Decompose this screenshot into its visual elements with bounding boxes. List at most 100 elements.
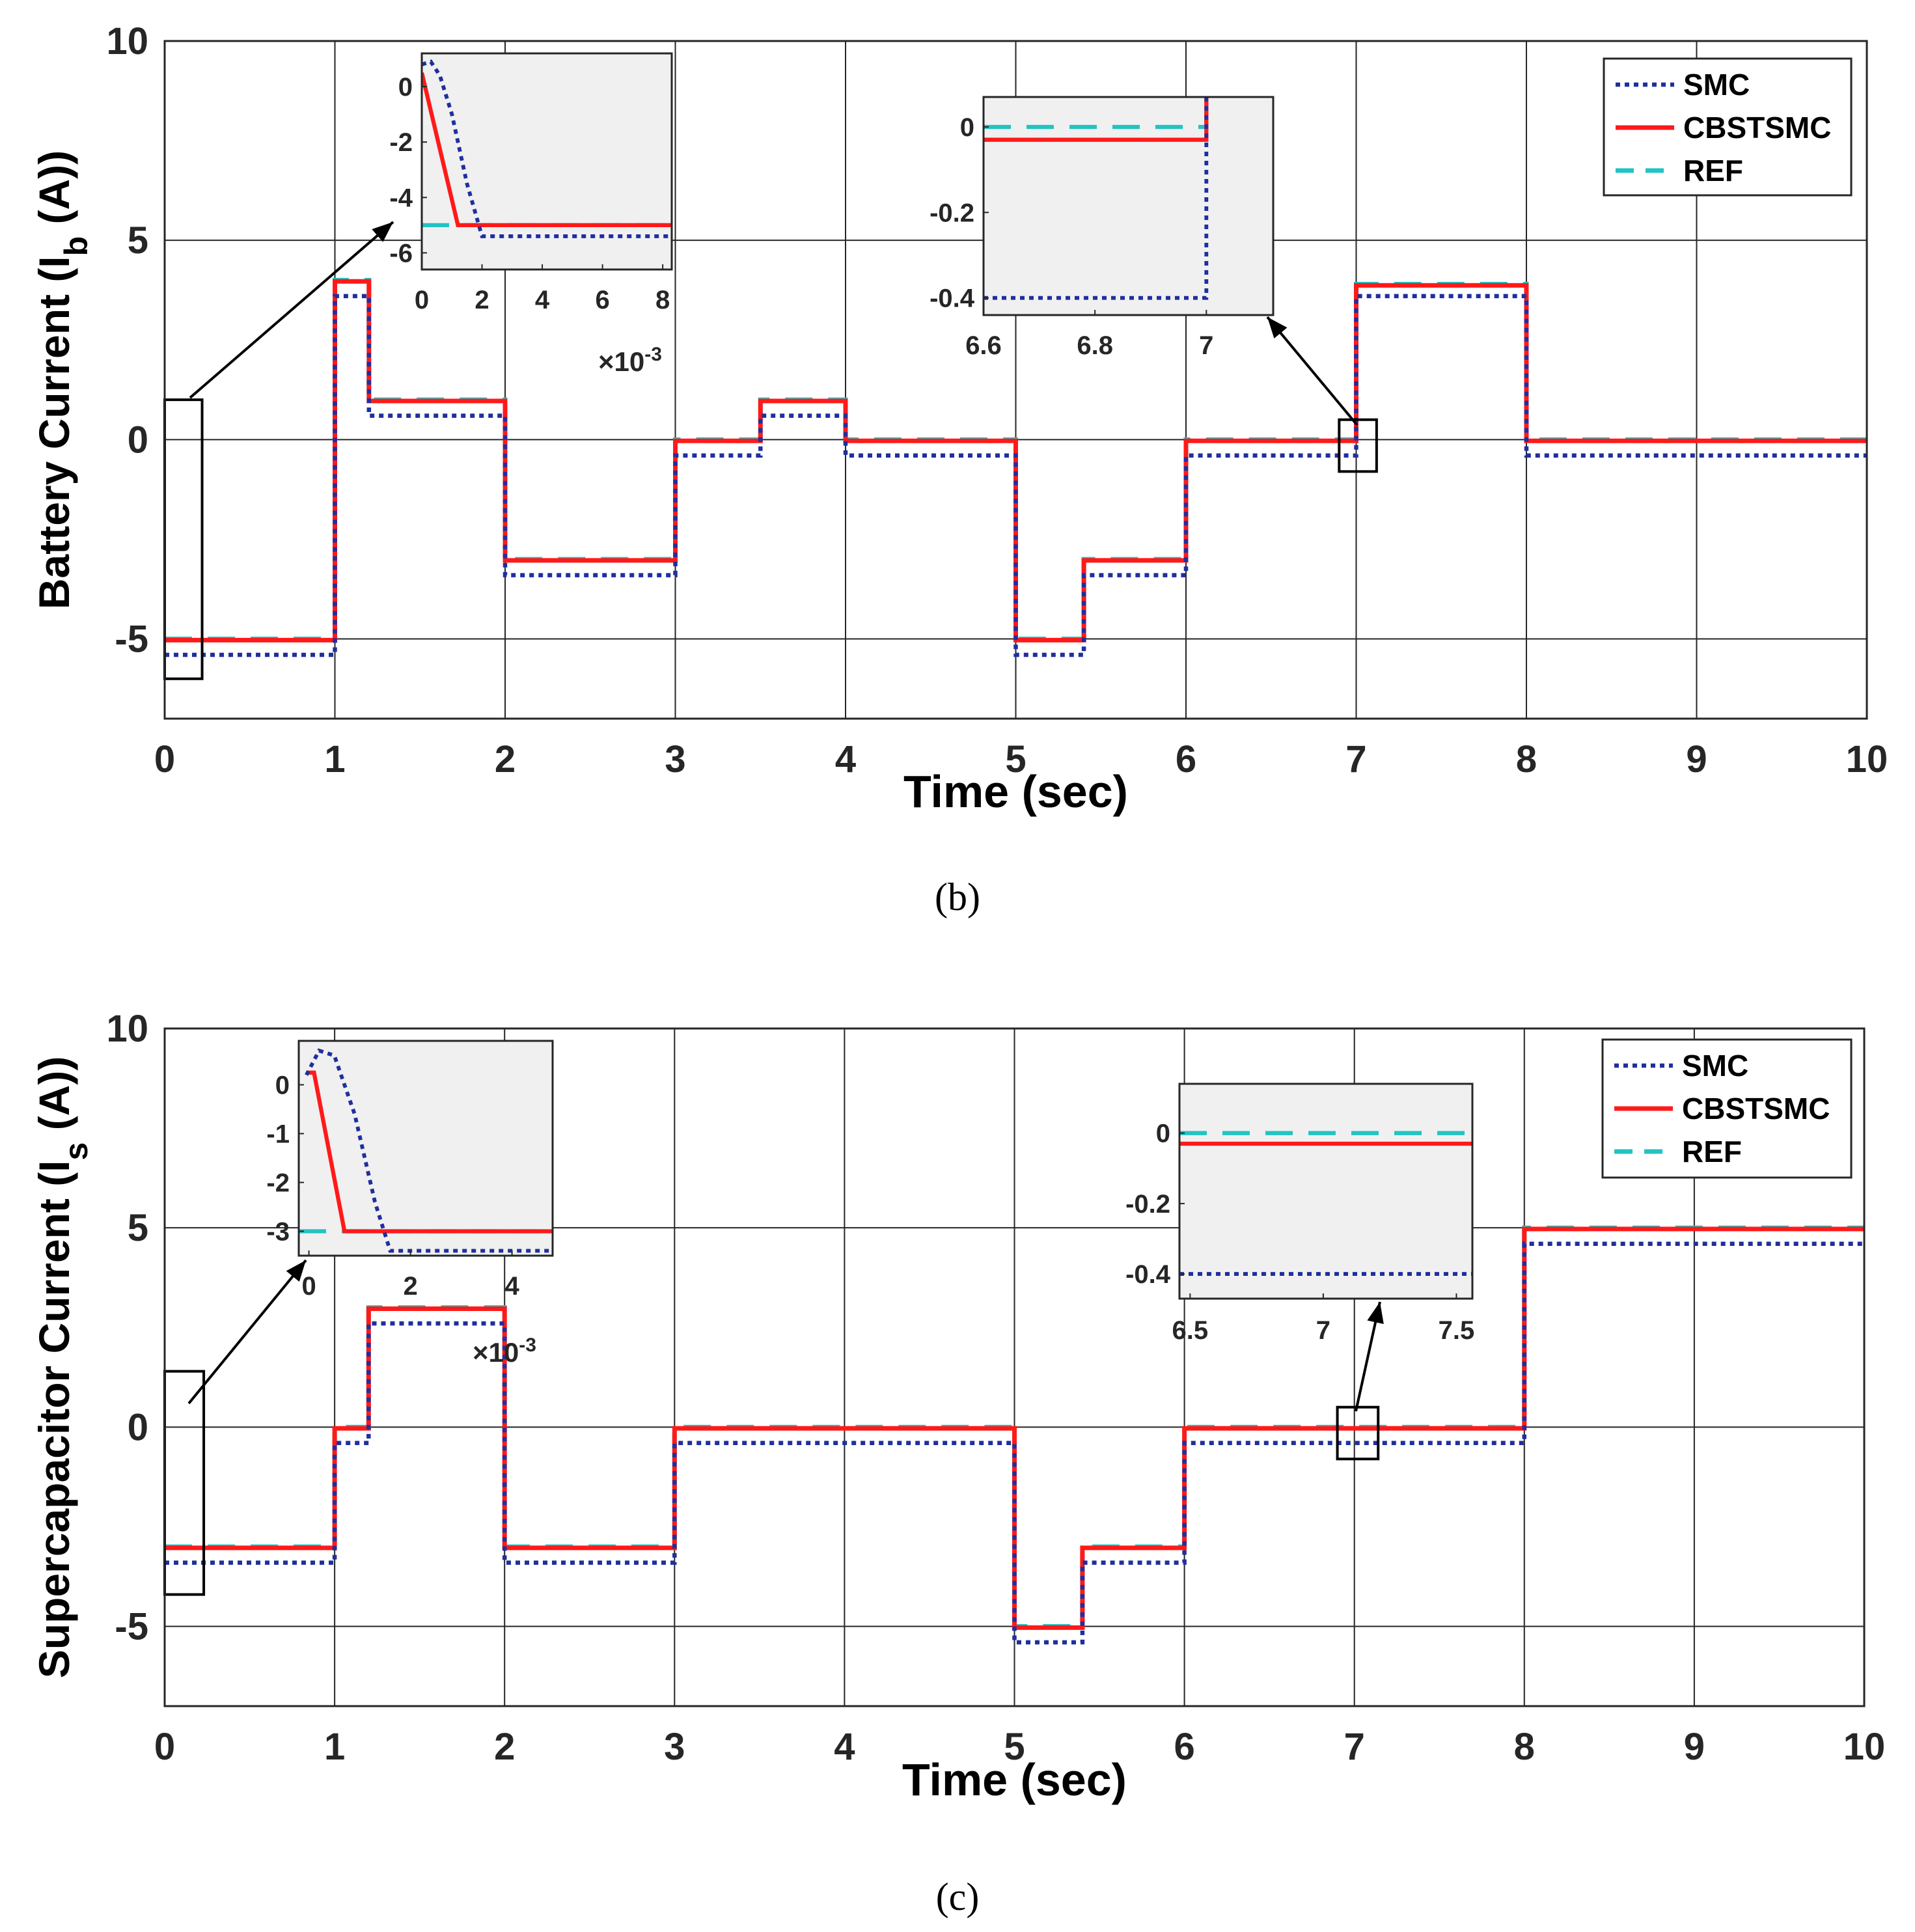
inset-y-tick-label: -2 bbox=[389, 128, 413, 157]
plot-frame bbox=[163, 40, 1868, 720]
x-tick-label: 10 bbox=[1843, 1726, 1886, 1768]
inset-background bbox=[1179, 1084, 1472, 1299]
zoom-arrow-line bbox=[187, 1259, 307, 1405]
zoom-arrow-head bbox=[1367, 1302, 1384, 1325]
chart-b: 0 1 2 3 4 5 6 7 8 9 10 10 5 0 -5 Time (sec) Battery Curr… bbox=[30, 20, 1888, 817]
x-tick-label: 3 bbox=[665, 738, 685, 780]
x-tick-label: 2 bbox=[494, 1726, 515, 1768]
inset-series-cbstsmc bbox=[306, 1070, 553, 1234]
legend-label-ref: REF bbox=[1682, 1135, 1742, 1168]
x-axis-label: Time (sec) bbox=[903, 766, 1128, 817]
main-series-cbstsmc bbox=[165, 1226, 1864, 1630]
inset-x-tick-label: 6.8 bbox=[1077, 331, 1113, 360]
inset-y-tick-label: -3 bbox=[266, 1218, 290, 1247]
inset-multiplier: ×10-3 bbox=[473, 1334, 536, 1368]
inset-series-smc bbox=[422, 59, 672, 238]
x-axis-label: Time (sec) bbox=[902, 1754, 1127, 1805]
plot-frame bbox=[163, 1027, 1866, 1707]
inset-x-tick-label: 7 bbox=[1316, 1316, 1330, 1345]
inset-series-smc bbox=[984, 97, 1209, 300]
zoom-arrow-head bbox=[286, 1260, 306, 1282]
inset-multiplier: ×10-3 bbox=[598, 344, 662, 378]
y-tick-label: 10 bbox=[106, 20, 148, 62]
inset-x-tick-label: 6.5 bbox=[1172, 1316, 1209, 1345]
inset-series-group bbox=[422, 59, 672, 238]
inset-x-tick-label: 4 bbox=[504, 1272, 519, 1301]
legend-box bbox=[1603, 57, 1853, 197]
zoom-arrow-line bbox=[189, 221, 394, 399]
x-tick-label: 8 bbox=[1516, 738, 1537, 780]
y-tick-label: 10 bbox=[106, 1008, 148, 1050]
x-tick-label: 9 bbox=[1686, 738, 1707, 780]
inset-x-tick-label: 7 bbox=[1199, 331, 1213, 360]
x-tick-label: 5 bbox=[1005, 738, 1026, 780]
inset-y-tick-label: -0.4 bbox=[1125, 1260, 1171, 1289]
inset-c-2: 6.5 7 7.5 0 -0.2 -0.4 bbox=[1125, 1083, 1475, 1345]
inset-b-1: 0 2 4 6 8 0 -2 -4 -6 ×10-3 bbox=[389, 52, 673, 378]
inset-background bbox=[984, 97, 1273, 315]
zoom-arrow-head bbox=[372, 222, 393, 242]
inset-y-tick-label: -2 bbox=[266, 1169, 290, 1198]
legend-label-smc: SMC bbox=[1683, 68, 1750, 102]
y-tick-label: 5 bbox=[128, 1207, 148, 1249]
legend-label-cbstsmc: CBSTSMC bbox=[1682, 1092, 1830, 1125]
x-tick-label: 7 bbox=[1344, 1726, 1365, 1768]
y-tick-label: 0 bbox=[128, 1406, 148, 1448]
inset-b-2: 6.6 6.8 7 0 -0.2 -0.4 bbox=[930, 96, 1274, 360]
inset-y-tick-label: 0 bbox=[1156, 1120, 1170, 1148]
x-tick-label: 7 bbox=[1345, 738, 1366, 780]
x-tick-label: 0 bbox=[154, 1726, 175, 1768]
x-tick-label: 6 bbox=[1176, 738, 1196, 780]
inset-y-tick-label: 0 bbox=[398, 73, 413, 102]
caption-b: (b) bbox=[935, 876, 980, 918]
legend-label-ref: REF bbox=[1683, 154, 1743, 187]
inset-y-tick-label: -0.4 bbox=[930, 284, 975, 313]
inset-series-group bbox=[299, 1048, 553, 1253]
x-tick-label: 9 bbox=[1684, 1726, 1705, 1768]
y-tick-label: -5 bbox=[115, 618, 148, 661]
x-tick-label: 1 bbox=[324, 738, 345, 780]
inset-y-tick-label: -0.2 bbox=[930, 199, 974, 227]
x-tick-label: 10 bbox=[1846, 738, 1888, 780]
y-tick-label: -5 bbox=[115, 1606, 148, 1648]
inset-x-tick-label: 6 bbox=[595, 286, 609, 314]
legend-label-smc: SMC bbox=[1682, 1049, 1748, 1083]
legend: SMC CBSTSMC REF bbox=[1601, 1038, 1853, 1179]
caption-c: (c) bbox=[936, 1875, 980, 1918]
inset-frame bbox=[1178, 1083, 1474, 1300]
inset-y-tick-label: -0.2 bbox=[1125, 1190, 1170, 1219]
inset-frame bbox=[420, 52, 673, 271]
legend: SMC CBSTSMC REF bbox=[1603, 57, 1853, 197]
inset-frame bbox=[297, 1040, 554, 1257]
x-tick-label: 3 bbox=[664, 1726, 685, 1768]
y-axis-label: Battery Current (Ib (A)) bbox=[30, 150, 94, 609]
inset-series-group bbox=[1179, 1131, 1472, 1276]
zoom-arrow-line bbox=[1266, 316, 1358, 426]
inset-series-cbstsmc bbox=[422, 72, 672, 228]
inset-x-tick-label: 2 bbox=[403, 1272, 417, 1301]
x-tick-label: 4 bbox=[835, 738, 856, 780]
main-series-smc bbox=[165, 1241, 1864, 1645]
inset-x-tick-label: 4 bbox=[535, 286, 550, 314]
inset-series-group bbox=[984, 97, 1209, 300]
inset-y-tick-label: -1 bbox=[266, 1120, 290, 1149]
inset-y-tick-label: -4 bbox=[389, 184, 413, 212]
inset-x-tick-label: 0 bbox=[415, 286, 429, 314]
inset-series-smc bbox=[305, 1048, 553, 1253]
inset-series-cbstsmc bbox=[984, 97, 1209, 142]
y-axis-label: Supercapacitor Current (Is (A)) bbox=[30, 1056, 94, 1679]
main-series-smc bbox=[165, 294, 1867, 657]
inset-x-tick-label: 7.5 bbox=[1439, 1316, 1475, 1345]
x-tick-label: 6 bbox=[1174, 1726, 1194, 1768]
zoom-arrow-head bbox=[1267, 317, 1288, 338]
inset-c-1: 0 2 4 0 -1 -2 -3 ×10-3 bbox=[266, 1040, 554, 1368]
inset-x-tick-label: 2 bbox=[475, 286, 489, 314]
inset-frame bbox=[982, 96, 1274, 316]
inset-y-tick-label: 0 bbox=[960, 113, 974, 142]
chart-c: 0 1 2 3 4 5 6 7 8 9 10 10 5 0 -5 Time (sec) Supercapacit… bbox=[30, 1008, 1885, 1805]
zoom-box bbox=[1338, 418, 1378, 473]
inset-x-tick-label: 8 bbox=[655, 286, 670, 314]
x-tick-label: 1 bbox=[324, 1726, 345, 1768]
inset-y-tick-label: 0 bbox=[275, 1071, 290, 1100]
